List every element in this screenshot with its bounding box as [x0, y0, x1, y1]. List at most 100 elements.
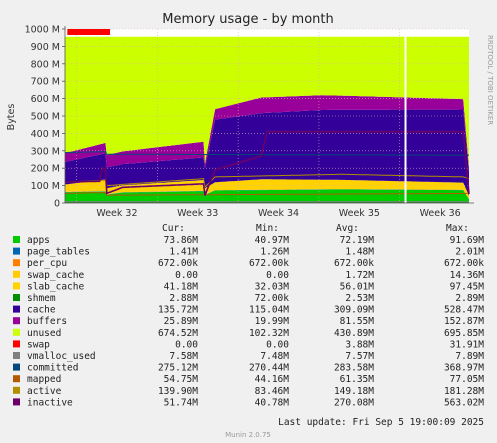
legend-max: 97.45M — [450, 281, 485, 292]
legend-header-avg: Avg: — [336, 223, 359, 234]
legend: Cur: Min: Avg: Max: apps 73.86M 40.97M 72.1… — [13, 223, 484, 408]
legend-name: buffers — [27, 316, 67, 327]
legend-avg: 2.53M — [345, 293, 374, 304]
legend-avg: 7.57M — [345, 351, 374, 362]
y-tick-label: 200 M — [31, 164, 60, 175]
legend-swatch — [13, 317, 20, 325]
legend-name: committed — [27, 363, 78, 374]
legend-swatch — [13, 259, 20, 267]
legend-row: slab_cache 41.18M 32.03M 56.01M 97.45M — [13, 281, 484, 292]
rrdtool-watermark: RRDTOOL / TOBI OETIKER — [486, 35, 494, 125]
last-update: Last update: Fri Sep 5 19:00:09 2025 — [278, 417, 484, 428]
y-tick-label: 0 — [54, 199, 60, 210]
legend-avg: 430.89M — [334, 328, 374, 339]
legend-swatch — [13, 375, 20, 383]
legend-swatch — [13, 386, 20, 394]
legend-cur: 0.00 — [175, 339, 198, 350]
legend-row: mapped 54.75M 44.16M 61.35M 77.05M — [13, 374, 484, 385]
legend-cur: 672.00k — [158, 258, 198, 269]
legend-swatch — [13, 352, 20, 359]
x-tick-label: Week 36 — [420, 208, 461, 219]
legend-cur: 0.00 — [175, 270, 198, 281]
legend-min: 270.44M — [249, 363, 289, 374]
legend-row: apps 73.86M 40.97M 72.19M 91.69M — [13, 235, 484, 246]
legend-avg: 61.35M — [340, 374, 375, 385]
y-tick-label: 900 M — [31, 42, 60, 53]
legend-cur: 25.89M — [164, 316, 199, 327]
legend-name: page_tables — [27, 247, 90, 258]
legend-name: active — [27, 386, 62, 397]
swap-marker — [67, 29, 111, 35]
legend-min: 72.00k — [255, 293, 290, 304]
legend-row: vmalloc_used 7.58M 7.48M 7.57M 7.89M — [13, 351, 484, 362]
line-mapped — [65, 192, 469, 196]
legend-swatch — [13, 363, 20, 371]
legend-header-cur: Cur: — [162, 223, 185, 234]
legend-avg: 672.00k — [334, 258, 374, 269]
x-tick-label: Week 34 — [258, 208, 299, 219]
legend-swatch — [13, 282, 20, 290]
legend-avg: 1.72M — [345, 270, 374, 281]
legend-row: swap_cache 0.00 0.00 1.72M 14.36M — [13, 270, 484, 281]
legend-cur: 1.41M — [169, 247, 198, 258]
legend-max: 672.00k — [444, 258, 484, 269]
legend-min: 32.03M — [255, 281, 290, 292]
stacked-areas — [65, 36, 469, 203]
series-lines — [65, 29, 470, 203]
legend-cur: 275.12M — [158, 363, 198, 374]
y-tick-label: 700 M — [31, 77, 60, 88]
legend-avg: 81.55M — [340, 316, 375, 327]
legend-max: 528.47M — [444, 305, 484, 316]
y-tick-label: 400 M — [31, 129, 60, 140]
legend-row: per_cpu 672.00k 672.00k 672.00k 672.00k — [13, 258, 484, 269]
legend-max: 563.02M — [444, 397, 484, 408]
legend-name: shmem — [27, 293, 56, 304]
legend-cur: 41.18M — [164, 281, 199, 292]
legend-name: apps — [27, 235, 50, 246]
legend-row: unused 674.52M 102.32M 430.89M 695.85M — [13, 328, 484, 339]
y-tick-label: 300 M — [31, 146, 60, 157]
legend-min: 44.16M — [255, 374, 290, 385]
legend-row: shmem 2.88M 72.00k 2.53M 2.89M — [13, 293, 484, 304]
legend-name: swap_cache — [27, 270, 84, 281]
area-apps — [65, 189, 469, 203]
legend-avg: 1.48M — [345, 247, 374, 258]
legend-max: 368.97M — [444, 363, 484, 374]
legend-name: vmalloc_used — [27, 351, 96, 362]
legend-name: inactive — [27, 397, 73, 408]
legend-cur: 2.88M — [169, 293, 198, 304]
legend-row: cache 135.72M 115.04M 309.09M 528.47M — [13, 305, 484, 316]
area-page_tables — [65, 189, 469, 200]
legend-swatch — [13, 247, 20, 255]
legend-max: 7.89M — [455, 351, 484, 362]
legend-row: swap 0.00 0.00 3.88M 31.91M — [13, 339, 484, 350]
legend-row: page_tables 1.41M 1.26M 1.48M 2.01M — [13, 247, 484, 258]
legend-max: 14.36M — [450, 270, 485, 281]
legend-cur: 139.90M — [158, 386, 198, 397]
y-axis-label: Bytes — [6, 104, 17, 131]
legend-min: 0.00 — [266, 339, 289, 350]
line-inactive — [65, 130, 470, 196]
legend-min: 19.99M — [255, 316, 290, 327]
line-committed — [65, 151, 470, 156]
legend-name: unused — [27, 328, 61, 339]
x-tick-label: Week 32 — [96, 208, 137, 219]
legend-name: cache — [27, 305, 56, 316]
legend-swatch — [13, 236, 20, 243]
legend-avg: 283.58M — [334, 363, 374, 374]
legend-swatch — [13, 270, 20, 278]
y-tick-label: 1000 M — [25, 25, 60, 36]
legend-max: 31.91M — [450, 339, 485, 350]
legend-max: 2.01M — [455, 247, 484, 258]
legend-max: 181.28M — [444, 386, 484, 397]
legend-name: swap — [27, 339, 50, 350]
legend-min: 83.46M — [255, 386, 290, 397]
legend-cur: 135.72M — [158, 305, 198, 316]
legend-swatch — [13, 328, 20, 336]
legend-avg: 56.01M — [340, 281, 375, 292]
legend-header-min: Min: — [256, 223, 279, 234]
legend-min: 0.00 — [266, 270, 289, 281]
legend-max: 152.87M — [444, 316, 484, 327]
legend-max: 695.85M — [444, 328, 484, 339]
